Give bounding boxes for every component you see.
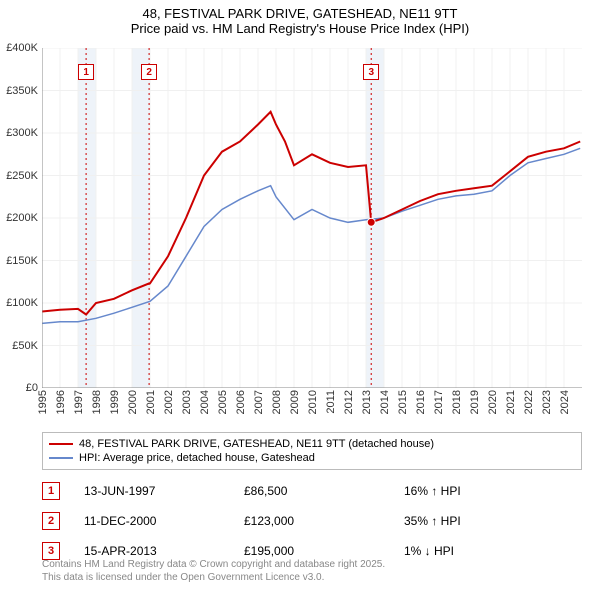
legend-swatch-paid bbox=[49, 443, 73, 445]
y-tick-label: £350K bbox=[6, 85, 38, 97]
chart-area bbox=[42, 48, 582, 388]
page-root: 48, FESTIVAL PARK DRIVE, GATESHEAD, NE11… bbox=[0, 0, 600, 590]
x-tick-label: 2005 bbox=[217, 390, 229, 414]
event-row: 1 13-JUN-1997£86,50016% ↑ HPI bbox=[42, 476, 582, 506]
title-line-2: Price paid vs. HM Land Registry's House … bbox=[0, 21, 600, 36]
chart-svg bbox=[42, 48, 582, 388]
x-tick-label: 2017 bbox=[433, 390, 445, 414]
legend-label-hpi: HPI: Average price, detached house, Gate… bbox=[79, 452, 315, 464]
event-hpi: 16% ↑ HPI bbox=[404, 484, 582, 498]
event-marker: 2 bbox=[42, 512, 60, 530]
x-tick-label: 2000 bbox=[127, 390, 139, 414]
x-tick-label: 2003 bbox=[181, 390, 193, 414]
x-tick-label: 1995 bbox=[37, 390, 49, 414]
x-tick-label: 2001 bbox=[145, 390, 157, 414]
x-tick-label: 2009 bbox=[289, 390, 301, 414]
y-tick-label: £250K bbox=[6, 170, 38, 182]
y-tick-label: £300K bbox=[6, 127, 38, 139]
x-tick-label: 2013 bbox=[361, 390, 373, 414]
x-tick-label: 2004 bbox=[199, 390, 211, 414]
x-tick-label: 2006 bbox=[235, 390, 247, 414]
event-price: £195,000 bbox=[244, 544, 404, 558]
chart-event-marker: 2 bbox=[141, 64, 157, 80]
event-date: 13-JUN-1997 bbox=[84, 484, 244, 498]
y-tick-label: £400K bbox=[6, 42, 38, 54]
x-tick-label: 1999 bbox=[109, 390, 121, 414]
x-tick-label: 2018 bbox=[451, 390, 463, 414]
x-tick-label: 2011 bbox=[325, 390, 337, 414]
x-tick-label: 2022 bbox=[523, 390, 535, 414]
x-tick-label: 2012 bbox=[343, 390, 355, 414]
events-table: 1 13-JUN-1997£86,50016% ↑ HPI 2 11-DEC-2000… bbox=[42, 476, 582, 566]
x-tick-label: 2020 bbox=[487, 390, 499, 414]
x-tick-label: 1998 bbox=[91, 390, 103, 414]
event-price: £123,000 bbox=[244, 514, 404, 528]
event-price: £86,500 bbox=[244, 484, 404, 498]
event-row: 2 11-DEC-2000£123,00035% ↑ HPI bbox=[42, 506, 582, 536]
y-tick-label: £50K bbox=[12, 340, 38, 352]
title-block: 48, FESTIVAL PARK DRIVE, GATESHEAD, NE11… bbox=[0, 0, 600, 36]
event-hpi: 35% ↑ HPI bbox=[404, 514, 582, 528]
y-tick-label: £100K bbox=[6, 297, 38, 309]
x-tick-label: 2023 bbox=[541, 390, 553, 414]
legend-row-paid: 48, FESTIVAL PARK DRIVE, GATESHEAD, NE11… bbox=[49, 437, 575, 451]
y-tick-label: £200K bbox=[6, 212, 38, 224]
event-date: 15-APR-2013 bbox=[84, 544, 244, 558]
x-tick-label: 2015 bbox=[397, 390, 409, 414]
legend-box: 48, FESTIVAL PARK DRIVE, GATESHEAD, NE11… bbox=[42, 432, 582, 470]
event-marker: 1 bbox=[42, 482, 60, 500]
x-tick-label: 1996 bbox=[55, 390, 67, 414]
event-hpi: 1% ↓ HPI bbox=[404, 544, 582, 558]
x-tick-label: 2014 bbox=[379, 390, 391, 414]
x-tick-label: 2010 bbox=[307, 390, 319, 414]
event-date: 11-DEC-2000 bbox=[84, 514, 244, 528]
legend-swatch-hpi bbox=[49, 457, 73, 459]
legend-row-hpi: HPI: Average price, detached house, Gate… bbox=[49, 451, 575, 465]
x-tick-label: 2016 bbox=[415, 390, 427, 414]
x-tick-label: 2007 bbox=[253, 390, 265, 414]
footer-line-1: Contains HM Land Registry data © Crown c… bbox=[42, 558, 582, 571]
footer: Contains HM Land Registry data © Crown c… bbox=[42, 558, 582, 584]
chart-event-marker: 3 bbox=[363, 64, 379, 80]
x-tick-label: 2024 bbox=[559, 390, 571, 414]
x-tick-label: 2021 bbox=[505, 390, 517, 414]
y-tick-label: £150K bbox=[6, 255, 38, 267]
x-tick-label: 2008 bbox=[271, 390, 283, 414]
chart-event-marker: 1 bbox=[78, 64, 94, 80]
x-tick-label: 2002 bbox=[163, 390, 175, 414]
x-tick-label: 2019 bbox=[469, 390, 481, 414]
x-tick-label: 1997 bbox=[73, 390, 85, 414]
footer-line-2: This data is licensed under the Open Gov… bbox=[42, 571, 582, 584]
legend-label-paid: 48, FESTIVAL PARK DRIVE, GATESHEAD, NE11… bbox=[79, 438, 434, 450]
title-line-1: 48, FESTIVAL PARK DRIVE, GATESHEAD, NE11… bbox=[0, 6, 600, 21]
